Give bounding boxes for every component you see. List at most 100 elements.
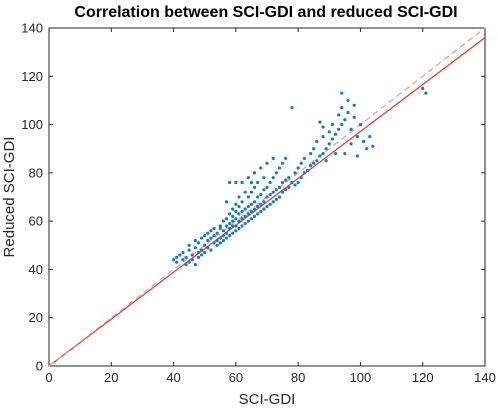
- data-point: [268, 192, 272, 197]
- data-point: [256, 180, 260, 185]
- data-point: [252, 185, 257, 189]
- data-point: [321, 151, 325, 156]
- data-point: [196, 250, 201, 255]
- y-tick-label: 140: [21, 21, 43, 36]
- data-point: [284, 178, 288, 182]
- data-point: [330, 137, 334, 141]
- x-tick-label: 20: [104, 370, 118, 385]
- data-point: [246, 205, 250, 209]
- data-point: [340, 91, 344, 95]
- data-point: [277, 166, 282, 170]
- data-point: [234, 209, 238, 214]
- data-point: [284, 188, 288, 192]
- data-point: [218, 236, 222, 240]
- data-point: [290, 180, 294, 185]
- data-point: [293, 183, 297, 187]
- data-point: [175, 260, 179, 264]
- data-point: [215, 231, 219, 235]
- data-point: [280, 180, 285, 185]
- data-point: [274, 197, 278, 202]
- data-point: [234, 224, 238, 228]
- data-point: [187, 248, 191, 252]
- data-point: [324, 159, 328, 163]
- data-point: [343, 151, 347, 156]
- data-point: [240, 180, 244, 185]
- data-point: [371, 144, 375, 148]
- data-point: [237, 219, 241, 223]
- data-point: [262, 176, 266, 180]
- data-point: [265, 205, 269, 209]
- data-point: [284, 156, 288, 160]
- x-tick-label: 60: [229, 370, 243, 385]
- x-axis-label: SCI-GDI: [239, 391, 296, 408]
- data-point: [299, 176, 303, 180]
- data-point: [262, 200, 266, 204]
- data-point: [203, 250, 207, 255]
- data-point: [290, 106, 294, 110]
- data-point: [193, 238, 197, 243]
- data-point: [327, 142, 331, 146]
- data-point: [252, 171, 257, 175]
- data-point: [246, 212, 250, 216]
- data-point: [224, 224, 229, 228]
- data-point: [243, 214, 247, 218]
- data-point: [212, 234, 216, 238]
- data-point: [315, 139, 319, 144]
- data-point: [224, 200, 229, 204]
- data-point: [352, 103, 356, 107]
- data-point: [231, 207, 235, 211]
- data-point: [184, 255, 188, 259]
- data-point: [287, 176, 291, 180]
- x-tick-label: 140: [474, 370, 496, 385]
- data-points: [171, 86, 428, 267]
- data-point: [252, 200, 257, 204]
- data-point: [358, 122, 363, 127]
- data-point: [200, 253, 204, 257]
- data-point: [302, 156, 306, 160]
- data-point: [368, 135, 372, 139]
- data-point: [302, 171, 306, 175]
- data-point: [206, 231, 210, 235]
- data-point: [259, 192, 263, 197]
- data-point: [287, 185, 291, 189]
- data-point: [240, 200, 244, 204]
- data-point: [340, 106, 344, 110]
- data-point: [324, 147, 328, 151]
- data-point: [243, 221, 247, 226]
- data-point: [424, 91, 428, 95]
- data-point: [237, 212, 241, 216]
- data-point: [312, 147, 316, 151]
- data-point: [349, 127, 353, 131]
- data-point: [256, 205, 260, 209]
- data-point: [234, 229, 238, 233]
- data-point: [171, 258, 176, 262]
- data-point: [265, 161, 269, 165]
- y-tick-label: 80: [29, 165, 43, 180]
- data-point: [274, 188, 278, 192]
- data-point: [218, 241, 222, 245]
- data-point: [309, 151, 313, 156]
- data-point: [333, 151, 338, 156]
- data-point: [231, 219, 235, 223]
- data-point: [299, 161, 303, 165]
- data-point: [200, 236, 204, 240]
- data-point: [265, 195, 269, 199]
- data-point: [252, 207, 257, 211]
- data-point: [231, 231, 235, 235]
- data-point: [340, 122, 344, 127]
- y-tick-label: 20: [29, 310, 43, 325]
- data-point: [352, 115, 356, 119]
- data-point: [256, 212, 260, 216]
- data-point: [234, 202, 238, 206]
- data-point: [181, 258, 185, 262]
- data-point: [221, 238, 225, 243]
- data-point: [271, 156, 275, 160]
- data-point: [309, 164, 313, 168]
- data-point: [228, 212, 232, 216]
- x-tick-label: 80: [291, 370, 305, 385]
- data-point: [240, 209, 244, 214]
- data-point: [293, 171, 297, 175]
- y-axis-label: Reduced SCI-GDI: [1, 137, 18, 258]
- data-point: [231, 224, 235, 228]
- data-point: [234, 217, 238, 221]
